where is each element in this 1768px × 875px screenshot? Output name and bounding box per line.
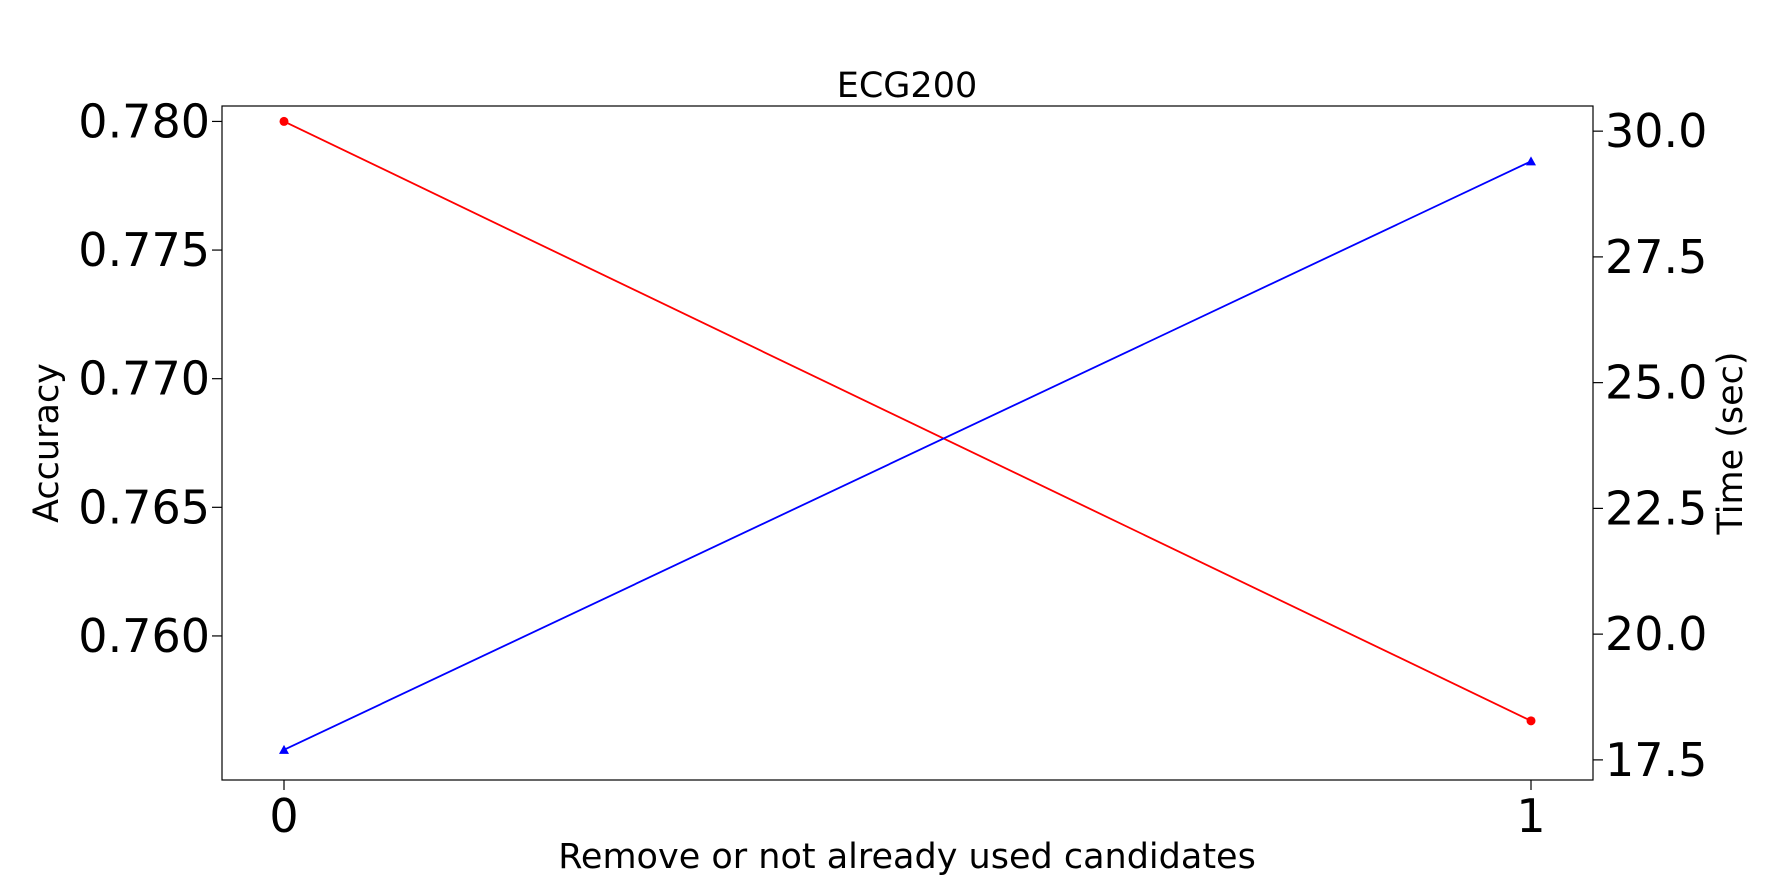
right-tick-label: 20.0	[1605, 607, 1707, 661]
series-point-1	[279, 744, 289, 754]
right-axis-ticks: 17.5 20.0 22.5 25.0 27.5 30.0	[1593, 104, 1707, 787]
series-point-0	[279, 116, 289, 126]
right-y-axis-label: Time (sec)	[1711, 351, 1751, 535]
left-tick-label: 0.770	[78, 352, 210, 406]
right-tick-label: 17.5	[1605, 733, 1707, 787]
left-tick-label: 0.760	[78, 609, 210, 663]
x-axis-label: Remove or not already used candidates	[558, 837, 1256, 875]
series-line-0	[283, 120, 1532, 722]
left-y-axis-label: Accuracy	[27, 363, 67, 523]
left-tick-label: 0.775	[78, 223, 210, 277]
left-tick-label: 0.765	[78, 480, 210, 534]
left-tick-label: 0.780	[78, 94, 210, 148]
plot-frame	[221, 105, 1594, 781]
right-tick-label: 22.5	[1605, 481, 1707, 535]
x-tick-label: 1	[1516, 789, 1545, 843]
x-tick-label: 0	[269, 789, 298, 843]
chart-title: ECG200	[837, 66, 977, 106]
series-point-1	[1526, 156, 1536, 166]
left-axis-ticks: 0.760 0.765 0.770 0.775 0.780	[78, 94, 222, 663]
series-line-1	[283, 160, 1532, 751]
right-tick-label: 27.5	[1605, 230, 1707, 284]
right-tick-label: 30.0	[1605, 104, 1707, 158]
series-layer	[279, 116, 1536, 754]
series-point-0	[1526, 716, 1536, 726]
right-tick-label: 25.0	[1605, 356, 1707, 410]
